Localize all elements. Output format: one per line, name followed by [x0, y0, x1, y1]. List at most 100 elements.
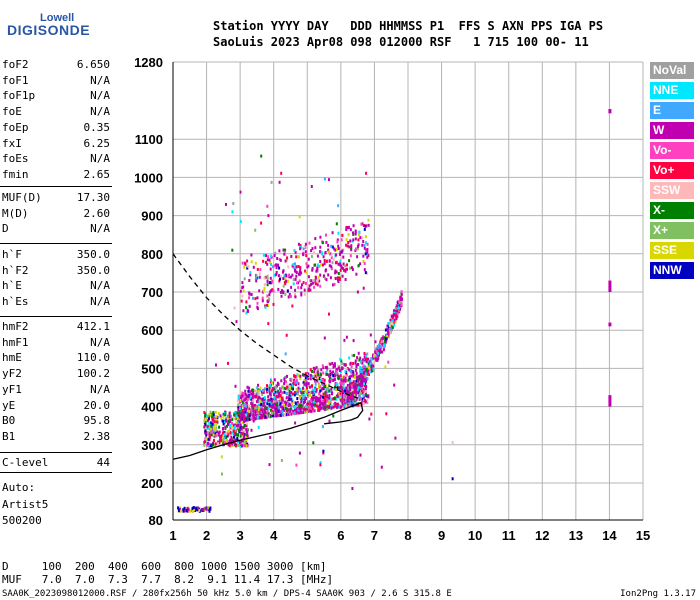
- echo-point: [384, 340, 386, 343]
- echo-point: [316, 281, 319, 285]
- echo-point: [242, 403, 245, 407]
- echo-point: [272, 302, 275, 306]
- param-separator: [0, 243, 112, 244]
- echo-point: [229, 424, 232, 427]
- echo-point: [343, 398, 346, 402]
- echo-point: [193, 508, 196, 512]
- echo-point: [224, 425, 227, 429]
- echo-point: [321, 241, 324, 245]
- echo-point: [264, 275, 267, 279]
- echo-point: [321, 382, 323, 386]
- echo-point: [266, 258, 269, 262]
- echo-point: [254, 406, 257, 410]
- echo-point: [343, 387, 346, 391]
- echo-point: [363, 377, 366, 381]
- echo-point: [306, 410, 309, 414]
- echo-point: [333, 362, 336, 366]
- echo-point: [377, 344, 379, 348]
- echo-point: [233, 435, 235, 439]
- echo-point: [284, 253, 287, 256]
- echo-point: [216, 430, 219, 434]
- echo-point: [192, 506, 195, 510]
- echo-point: [234, 431, 237, 435]
- echo-point: [314, 372, 317, 376]
- echo-point: [311, 396, 314, 400]
- echo-point: [242, 392, 245, 395]
- echo-point: [331, 231, 334, 235]
- echo-point: [238, 396, 241, 399]
- param-name: h`Es: [2, 295, 29, 309]
- echo-point: [297, 374, 300, 378]
- echo-point: [365, 354, 368, 358]
- echo-point: [330, 378, 333, 382]
- echo-point: [337, 262, 340, 266]
- header-line-1: Station YYYY DAY DDD HHMMSS P1 FFS S AXN…: [213, 19, 604, 33]
- echo-point: [349, 266, 352, 270]
- echo-point: [330, 253, 333, 257]
- echo-point: [344, 278, 347, 281]
- echo-point: [222, 415, 225, 419]
- echo-point: [224, 418, 227, 422]
- echo-point: [451, 440, 454, 444]
- echo-point: [372, 363, 375, 367]
- echo-point: [360, 383, 363, 387]
- echo-point: [263, 276, 266, 280]
- echo-point: [276, 414, 279, 418]
- param-separator: [0, 316, 112, 317]
- echo-point: [251, 404, 254, 408]
- echo-point: [273, 254, 276, 258]
- echo-point: [229, 419, 232, 423]
- param-value: N/A: [90, 73, 110, 87]
- param-row: B0 95.8: [2, 414, 110, 429]
- echo-point: [255, 279, 258, 283]
- echo-point: [337, 376, 340, 380]
- echo-point: [256, 267, 259, 271]
- echo-point: [259, 386, 262, 390]
- echo-point: [333, 247, 336, 251]
- echo-point: [364, 374, 367, 378]
- echo-point: [334, 271, 337, 275]
- echo-point: [362, 358, 364, 362]
- echo-point: [294, 410, 297, 414]
- echo-point: [374, 340, 377, 344]
- echo-point: [290, 390, 293, 394]
- echo-point: [301, 283, 303, 287]
- echo-point: [245, 424, 248, 428]
- echo-point: [340, 266, 343, 270]
- echo-point: [295, 265, 298, 269]
- echo-point: [348, 404, 351, 408]
- echo-point: [394, 314, 397, 317]
- echo-point: [239, 412, 242, 416]
- echo-point: [262, 404, 265, 408]
- echo-point: [208, 442, 211, 446]
- echo-point: [306, 383, 309, 387]
- echo-point: [302, 391, 305, 395]
- echo-point: [315, 395, 318, 399]
- echo-point: [337, 231, 340, 235]
- echo-point: [299, 266, 302, 270]
- echo-point: [250, 408, 253, 411]
- echo-point: [269, 378, 272, 382]
- echo-point: [277, 274, 280, 278]
- echo-point: [231, 442, 234, 446]
- param-row: foF1 N/A: [2, 74, 110, 89]
- echo-point: [400, 303, 403, 307]
- echo-point: [316, 370, 319, 374]
- echo-point: [310, 279, 313, 283]
- echo-point: [253, 405, 256, 409]
- echo-point: [390, 327, 392, 331]
- echo-point: [220, 436, 223, 440]
- echo-point: [362, 260, 365, 263]
- param-value: N/A: [90, 105, 110, 119]
- echo-point: [243, 396, 246, 400]
- echo-point: [254, 276, 257, 280]
- y-tick-label: 300: [141, 438, 163, 453]
- echo-point: [272, 414, 275, 418]
- echo-point: [260, 154, 263, 158]
- param-name: foF1: [2, 73, 29, 87]
- echo-point: [238, 418, 241, 422]
- echo-point: [328, 396, 331, 400]
- echo-point: [300, 293, 303, 297]
- echo-point: [233, 423, 236, 427]
- echo-point: [266, 262, 269, 266]
